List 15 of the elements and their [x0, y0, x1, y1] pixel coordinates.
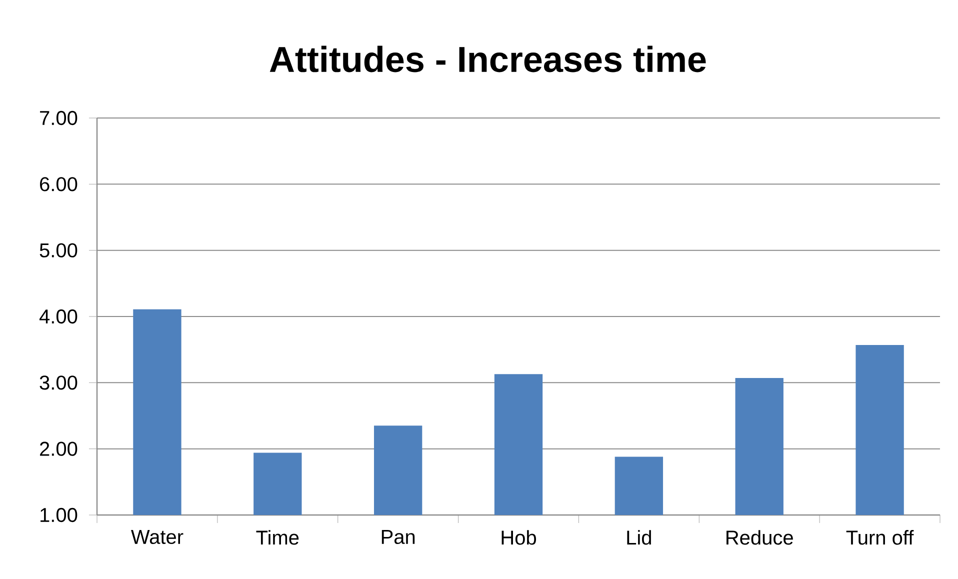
y-tick-label: 3.00 [40, 376, 78, 390]
y-tick-label: 7.00 [40, 110, 78, 126]
x-tick-label: Pan [382, 530, 415, 544]
y-tick-label: 6.00 [40, 177, 78, 192]
x-tick-label: Lid [627, 530, 651, 545]
x-tick-label: Reduce [726, 530, 793, 545]
y-tick-label: 4.00 [39, 309, 78, 324]
x-tick-label: Turn off [846, 530, 914, 545]
x-tick-label: Hob [502, 530, 536, 545]
chart-title: Attitudes - Increases time [270, 46, 706, 72]
y-tick-label: 2.00 [40, 442, 78, 456]
y-tick-label: 5.00 [40, 243, 78, 258]
x-tick-label: Time [256, 530, 299, 545]
y-tick-label: 1.00 [40, 508, 78, 522]
x-tick-label: Water [131, 530, 184, 544]
